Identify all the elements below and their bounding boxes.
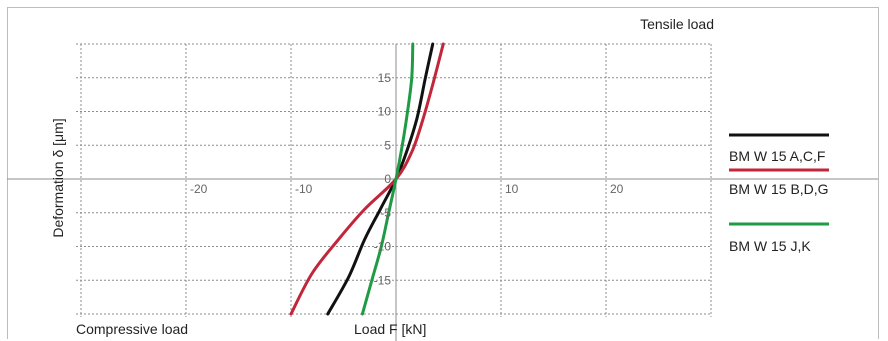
- y-tick-label-minus-5: -5: [380, 206, 391, 220]
- tensile-load-annotation: Tensile load: [640, 16, 714, 32]
- axis-layer: [7, 44, 878, 341]
- x-tick-label-20: 20: [610, 182, 624, 196]
- x-axis-label: Load F [kN]: [354, 321, 426, 337]
- y-tick-label-minus-15: -15: [374, 273, 392, 287]
- tick-layer: -20 -10 10 20 -15 -10 -5 0 5 10 15: [190, 71, 624, 288]
- x-tick-label-minus-10: -10: [295, 182, 313, 196]
- series-layer: [289, 42, 445, 316]
- grid-layer: [76, 43, 712, 317]
- series-line-bm-w-15-j-k: [360, 42, 415, 316]
- y-tick-label-minus-10: -10: [374, 240, 392, 254]
- legend-label-bm-w-15-a-c-f: BM W 15 A,C,F: [729, 148, 825, 164]
- y-tick-label-10: 10: [378, 105, 392, 119]
- x-tick-label-10: 10: [505, 182, 519, 196]
- compressive-load-annotation: Compressive load: [76, 321, 188, 337]
- y-tick-label-5: 5: [384, 138, 391, 152]
- legend-layer: BM W 15 A,C,F BM W 15 B,D,G BM W 15 J,K: [729, 133, 829, 254]
- y-axis-label: Deformation δ [μm]: [50, 118, 66, 237]
- x-tick-label-minus-20: -20: [190, 182, 208, 196]
- legend-label-bm-w-15-j-k: BM W 15 J,K: [729, 238, 811, 254]
- y-tick-label-0: 0: [384, 172, 391, 186]
- legend-label-bm-w-15-b-d-g: BM W 15 B,D,G: [729, 181, 829, 197]
- y-tick-label-15: 15: [378, 71, 392, 85]
